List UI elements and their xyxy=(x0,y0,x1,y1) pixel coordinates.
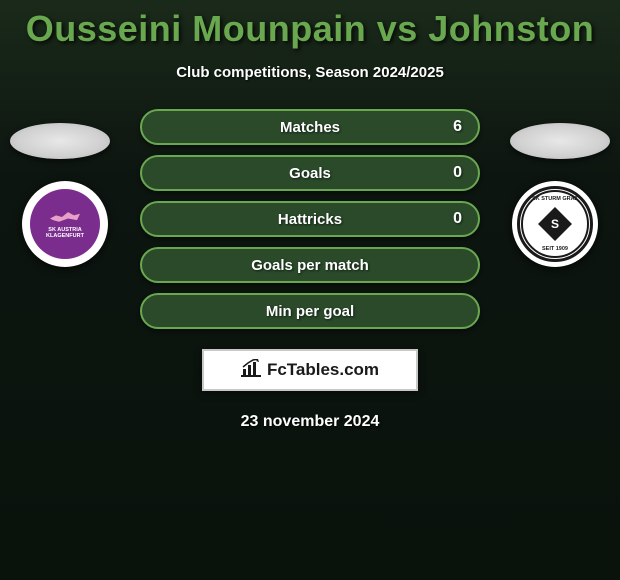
left-club-badge: SK AUSTRIAKLAGENFURT xyxy=(22,181,108,267)
chart-icon xyxy=(241,359,261,382)
stat-row-goals-per-match: Goals per match xyxy=(140,247,480,283)
stat-row-goals: Goals 0 xyxy=(140,155,480,191)
klagenfurt-logo-text: SK AUSTRIAKLAGENFURT xyxy=(46,227,84,239)
stat-row-matches: Matches 6 xyxy=(140,109,480,145)
main-content: SK AUSTRIAKLAGENFURT SK STURM GRAZ SEIT … xyxy=(0,109,620,431)
sturm-graz-logo: SK STURM GRAZ SEIT 1909 xyxy=(517,186,593,262)
right-player-placeholder xyxy=(510,123,610,159)
stat-value: 0 xyxy=(453,164,462,182)
stat-label: Matches xyxy=(280,119,340,136)
sturm-text-bottom: SEIT 1909 xyxy=(542,246,568,252)
sturm-text-top: SK STURM GRAZ xyxy=(532,196,578,202)
stat-label: Goals per match xyxy=(251,257,369,274)
date-label: 23 november 2024 xyxy=(0,413,620,431)
right-club-badge: SK STURM GRAZ SEIT 1909 xyxy=(512,181,598,267)
season-subtitle: Club competitions, Season 2024/2025 xyxy=(0,64,620,81)
left-player-placeholder xyxy=(10,123,110,159)
stat-row-hattricks: Hattricks 0 xyxy=(140,201,480,237)
stat-value: 0 xyxy=(453,210,462,228)
stat-label: Min per goal xyxy=(266,303,354,320)
sturm-s-icon xyxy=(538,207,572,241)
stat-label: Hattricks xyxy=(278,211,342,228)
klagenfurt-logo: SK AUSTRIAKLAGENFURT xyxy=(30,189,100,259)
comparison-title: Ousseini Mounpain vs Johnston xyxy=(0,0,620,50)
brand-text: FcTables.com xyxy=(267,360,379,380)
stat-value: 6 xyxy=(453,118,462,136)
stat-label: Goals xyxy=(289,165,331,182)
stats-container: Matches 6 Goals 0 Hattricks 0 Goals per … xyxy=(140,109,480,329)
brand-watermark[interactable]: FcTables.com xyxy=(202,349,418,391)
stat-row-min-per-goal: Min per goal xyxy=(140,293,480,329)
klagenfurt-logo-icon xyxy=(50,209,80,225)
